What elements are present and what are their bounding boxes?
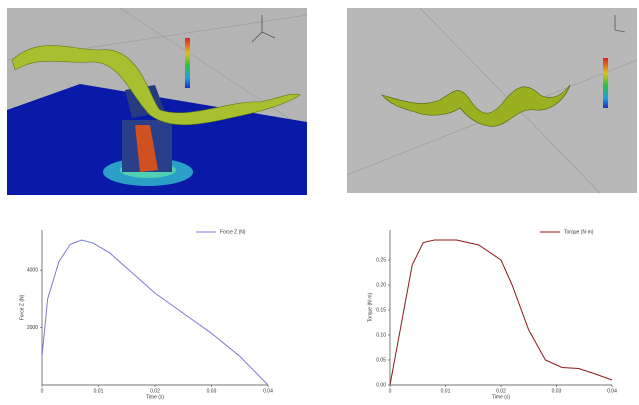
x-tick-label: 0.01	[441, 388, 451, 394]
figure: 00.010.020.030.0420004000Time (s)Force Z…	[0, 0, 639, 400]
x-tick-label: 0.04	[263, 388, 273, 394]
x-tick-label: 0.04	[607, 388, 617, 394]
y-tick-label: 0.05	[376, 357, 386, 363]
y-tick-label: 4000	[27, 268, 38, 274]
legend-label: Force Z (N)	[220, 229, 246, 235]
x-tick-label: 0	[41, 388, 44, 394]
line	[390, 240, 612, 385]
y-tick-label: 0.10	[376, 332, 386, 338]
y-tick-label: 0.25	[376, 257, 386, 263]
y-axis-label: Torque (N·m)	[367, 292, 373, 322]
y-tick-label: 0.00	[376, 382, 386, 388]
render-right	[347, 8, 637, 193]
x-tick-label: 0	[389, 388, 392, 394]
y-tick-label: 0.20	[376, 282, 386, 288]
x-tick-label: 0.03	[552, 388, 562, 394]
y-tick-label: 0.15	[376, 307, 386, 313]
render-left	[7, 8, 307, 195]
y-tick-label: 2000	[27, 325, 38, 331]
x-axis-label: Time (s)	[492, 394, 510, 400]
x-tick-label: 0.01	[94, 388, 104, 394]
x-tick-label: 0.03	[207, 388, 217, 394]
line	[42, 240, 268, 385]
y-axis-label: Force Z (N)	[19, 294, 25, 320]
legend-label: Torque (N·m)	[564, 229, 594, 235]
x-axis-label: Time (s)	[146, 394, 164, 400]
